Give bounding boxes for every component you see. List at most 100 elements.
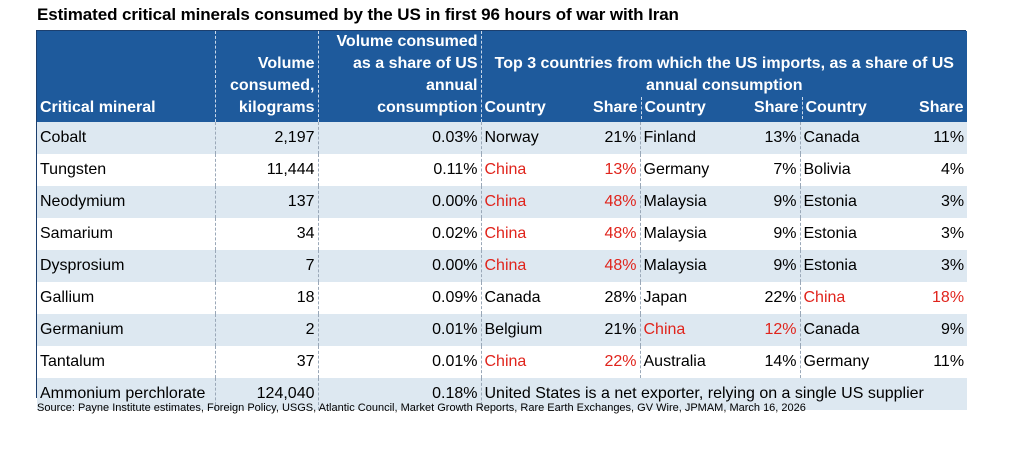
country-1-cell: China <box>481 250 573 282</box>
table-row: Samarium 34 0.02% China 48% Malaysia 9% Estonia… <box>37 218 968 250</box>
header-top3-group: Top 3 countries from which the US import… <box>481 31 968 122</box>
header-share-2: Share <box>735 97 803 119</box>
table-row: Gallium 18 0.09% Canada 28% Japan 22% China 18% <box>37 282 968 314</box>
country-1-cell: China <box>481 154 573 186</box>
country-2-cell: Finland <box>640 122 733 154</box>
share-2-cell: 12% <box>733 314 801 346</box>
header-critical-mineral: Critical mineral <box>37 31 216 122</box>
share-1-cell: 22% <box>573 346 641 378</box>
share-2-cell: 9% <box>733 186 801 218</box>
share-of-consumption-cell: 0.03% <box>318 122 482 154</box>
country-2-cell: Germany <box>640 154 733 186</box>
table-row: Tungsten 11,444 0.11% China 13% Germany 7% Boli… <box>37 154 968 186</box>
country-1-cell: China <box>481 186 573 218</box>
country-3-cell: Canada <box>800 314 891 346</box>
header-volume-line3: kilograms <box>238 99 315 116</box>
header-country-1: Country <box>484 99 546 116</box>
country-3-cell: Bolivia <box>800 154 891 186</box>
share-of-consumption-cell: 0.01% <box>318 346 482 378</box>
share-of-consumption-cell: 0.11% <box>318 154 482 186</box>
country-2-cell: Australia <box>640 346 733 378</box>
country-3-cell: China <box>800 282 891 314</box>
share-of-consumption-cell: 0.18% <box>318 378 482 410</box>
header-share-line2: as a share of US <box>353 55 478 72</box>
header-share-3: Share <box>919 99 964 116</box>
share-1-cell: 28% <box>573 282 641 314</box>
volume-cell: 11,444 <box>215 154 319 186</box>
share-2-cell: 22% <box>733 282 801 314</box>
share-3-cell: 3% <box>891 250 968 282</box>
header-volume-line1: Volume <box>257 55 315 72</box>
volume-cell: 18 <box>215 282 319 314</box>
share-1-cell: 21% <box>573 314 641 346</box>
mineral-cell: Tungsten <box>37 154 216 186</box>
minerals-table-container: Critical mineral Volume consumed, kilogr… <box>36 30 968 410</box>
header-share-1: Share <box>574 97 642 119</box>
mineral-cell: Samarium <box>37 218 216 250</box>
header-share-line1: Volume consumed <box>336 33 478 50</box>
mineral-cell: Gallium <box>37 282 216 314</box>
share-3-cell: 3% <box>891 218 968 250</box>
share-3-cell: 3% <box>891 186 968 218</box>
country-2-cell: Malaysia <box>640 218 733 250</box>
volume-cell: 34 <box>215 218 319 250</box>
share-of-consumption-cell: 0.02% <box>318 218 482 250</box>
mineral-cell: Ammonium perchlorate <box>37 378 216 410</box>
share-3-cell: 4% <box>891 154 968 186</box>
mineral-cell: Germanium <box>37 314 216 346</box>
share-2-cell: 9% <box>733 250 801 282</box>
header-row: Critical mineral Volume consumed, kilogr… <box>37 31 968 122</box>
country-1-cell: China <box>481 346 573 378</box>
mineral-cell: Neodymium <box>37 186 216 218</box>
share-1-cell: 48% <box>573 250 641 282</box>
share-2-cell: 14% <box>733 346 801 378</box>
share-3-cell: 11% <box>891 122 968 154</box>
country-2-cell: Japan <box>640 282 733 314</box>
volume-cell: 137 <box>215 186 319 218</box>
volume-cell: 7 <box>215 250 319 282</box>
header-volume-consumed: Volume consumed, kilograms <box>215 31 319 122</box>
mineral-cell: Tantalum <box>37 346 216 378</box>
share-3-cell: 9% <box>891 314 968 346</box>
share-of-consumption-cell: 0.00% <box>318 186 482 218</box>
country-1-cell: China <box>481 218 573 250</box>
header-share-line3: annual consumption <box>377 77 478 116</box>
share-1-cell: 13% <box>573 154 641 186</box>
volume-cell: 2 <box>215 314 319 346</box>
table-row: Tantalum 37 0.01% China 22% Australia 14% Germa… <box>37 346 968 378</box>
source-note: Source: Payne Institute estimates, Forei… <box>37 402 806 414</box>
share-of-consumption-cell: 0.01% <box>318 314 482 346</box>
table-row: Cobalt 2,197 0.03% Norway 21% Finland 13% Canad… <box>37 122 968 154</box>
mineral-cell: Cobalt <box>37 122 216 154</box>
country-2-cell: China <box>640 314 733 346</box>
table-row: Neodymium 137 0.00% China 48% Malaysia 9% Eston… <box>37 186 968 218</box>
country-3-cell: Canada <box>800 122 891 154</box>
country-3-cell: Estonia <box>800 186 891 218</box>
share-2-cell: 9% <box>733 218 801 250</box>
country-3-cell: Estonia <box>800 250 891 282</box>
country-3-cell: Germany <box>800 346 891 378</box>
table-row: Dysprosium 7 0.00% China 48% Malaysia 9% Estoni… <box>37 250 968 282</box>
minerals-table: Critical mineral Volume consumed, kilogr… <box>37 31 968 410</box>
header-share-of-consumption: Volume consumed as a share of US annual … <box>318 31 482 122</box>
table-row-last: Ammonium perchlorate 124,040 0.18% United S… <box>37 378 968 410</box>
country-1-cell: Belgium <box>481 314 573 346</box>
mineral-cell: Dysprosium <box>37 250 216 282</box>
country-1-cell: Canada <box>481 282 573 314</box>
header-country-2: Country <box>644 99 706 116</box>
share-of-consumption-cell: 0.09% <box>318 282 482 314</box>
header-top3-line1: Top 3 countries from which the US import… <box>494 55 954 72</box>
header-top3-line2: annual consumption <box>646 77 803 94</box>
country-2-cell: Malaysia <box>640 186 733 218</box>
header-subcolumns: Country Share Country Share Country Shar… <box>482 97 968 122</box>
volume-cell: 2,197 <box>215 122 319 154</box>
header-volume-line2: consumed, <box>230 77 315 94</box>
volume-cell: 37 <box>215 346 319 378</box>
country-1-cell: Norway <box>481 122 573 154</box>
share-2-cell: 13% <box>733 122 801 154</box>
share-1-cell: 48% <box>573 186 641 218</box>
table-body: Cobalt 2,197 0.03% Norway 21% Finland 13% Canad… <box>37 122 968 410</box>
volume-cell: 124,040 <box>215 378 319 410</box>
table-row: Germanium 2 0.01% Belgium 21% China 12% Canada 9… <box>37 314 968 346</box>
table-title: Estimated critical minerals consumed by … <box>37 5 679 24</box>
